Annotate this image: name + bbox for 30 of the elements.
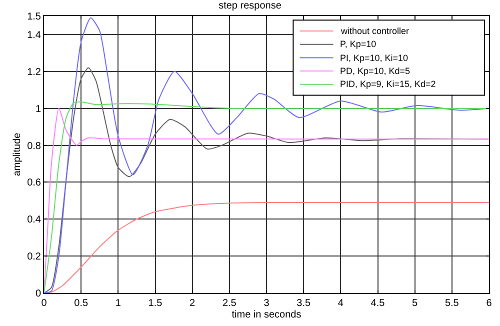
legend-label: PID, Kp=9, Ki=15, Kd=2 xyxy=(340,79,436,89)
y-tick-label: 1.5 xyxy=(27,12,42,22)
x-tick-label: 0.5 xyxy=(74,298,88,309)
x-tick-label: 5 xyxy=(412,298,418,309)
x-tick-label: 4 xyxy=(338,298,344,309)
x-tick-label: 1 xyxy=(115,298,122,309)
x-tick-label: 6 xyxy=(486,298,492,309)
x-tick-label: 2 xyxy=(190,298,196,309)
x-tick-label: 3 xyxy=(264,298,270,309)
chart-title: step response xyxy=(218,0,282,12)
x-tick-label: 4.5 xyxy=(370,298,386,309)
y-tick-label: 0.4 xyxy=(27,214,42,226)
x-tick-label: 2.5 xyxy=(222,298,237,309)
legend-label: without controller xyxy=(340,26,410,36)
x-tick-label: 1.5 xyxy=(148,298,163,309)
y-tick-label: 0.2 xyxy=(27,252,42,263)
x-tick-label: 5.5 xyxy=(444,298,460,309)
x-axis-title: time in seconds xyxy=(232,310,302,320)
legend-label: P, Kp=10 xyxy=(340,39,376,49)
y-tick-label: 1.4 xyxy=(27,30,42,41)
legend-label: PI, Kp=10, Ki=10 xyxy=(340,53,408,63)
x-tick-label: 3.5 xyxy=(296,298,311,309)
y-tick-label: 0 xyxy=(35,288,42,300)
y-tick-label: 1.2 xyxy=(27,66,42,78)
y-tick-label: 1 xyxy=(35,104,42,115)
y-axis-title: amplitude xyxy=(12,132,24,176)
y-tick-label: 0.8 xyxy=(27,140,42,152)
y-tick-label: 0.6 xyxy=(27,178,42,189)
line-series xyxy=(44,17,489,293)
legend-label: PD, Kp=10, Kd=5 xyxy=(340,66,410,76)
